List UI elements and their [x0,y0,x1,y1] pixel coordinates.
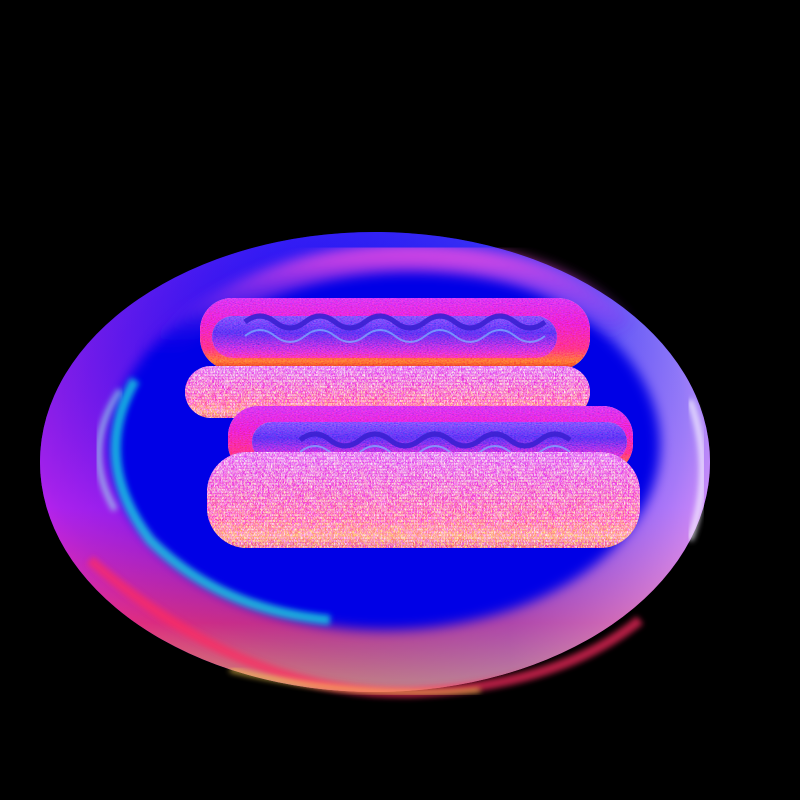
bun-back-bottom [185,366,590,418]
hot-dog-back [185,298,590,418]
hot-dog-front [207,406,640,548]
bun-front-bottom [207,452,640,548]
mustard-back [243,313,547,331]
sausage-back [212,316,557,358]
mustard-front [298,431,572,449]
